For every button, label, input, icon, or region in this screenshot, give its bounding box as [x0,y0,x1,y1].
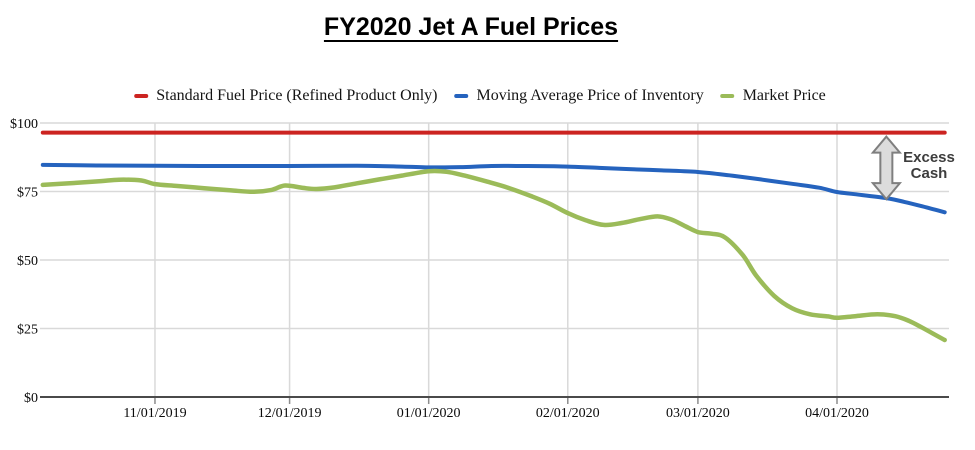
legend-label: Market Price [742,87,826,104]
legend-item-market-price: Market Price [720,87,826,105]
excess-cash-arrow-icon [870,135,903,201]
y-tick-label: $50 [17,254,38,269]
x-tick-label: 02/01/2020 [536,406,600,421]
x-tick-label: 03/01/2020 [666,406,730,421]
excess-cash-label: Excess Cash [903,149,955,182]
y-tick-label: $25 [17,323,38,338]
x-tick-label: 11/01/2019 [123,406,186,421]
x-tick-label: 12/01/2019 [258,406,322,421]
legend-dash-icon [720,93,735,99]
chart-legend: Standard Fuel Price (Refined Product Onl… [134,87,826,105]
x-tick-label: 04/01/2020 [805,406,869,421]
x-tick-label: 01/01/2020 [397,406,461,421]
legend-dash-icon [134,93,149,99]
legend-item-standard-fuel-price: Standard Fuel Price (Refined Product Onl… [134,87,438,105]
series-line-market-price [40,168,947,343]
series-line-moving-average-price [40,162,947,215]
legend-item-moving-average-price: Moving Average Price of Inventory [454,87,704,105]
y-tick-label: $100 [10,117,38,132]
legend-label: Moving Average Price of Inventory [476,87,704,104]
legend-label: Standard Fuel Price (Refined Product Onl… [156,87,438,104]
legend-dash-icon [454,93,469,99]
chart-title: FY2020 Jet A Fuel Prices [323,13,619,41]
y-tick-label: $0 [24,391,38,406]
y-tick-label: $75 [17,186,38,201]
